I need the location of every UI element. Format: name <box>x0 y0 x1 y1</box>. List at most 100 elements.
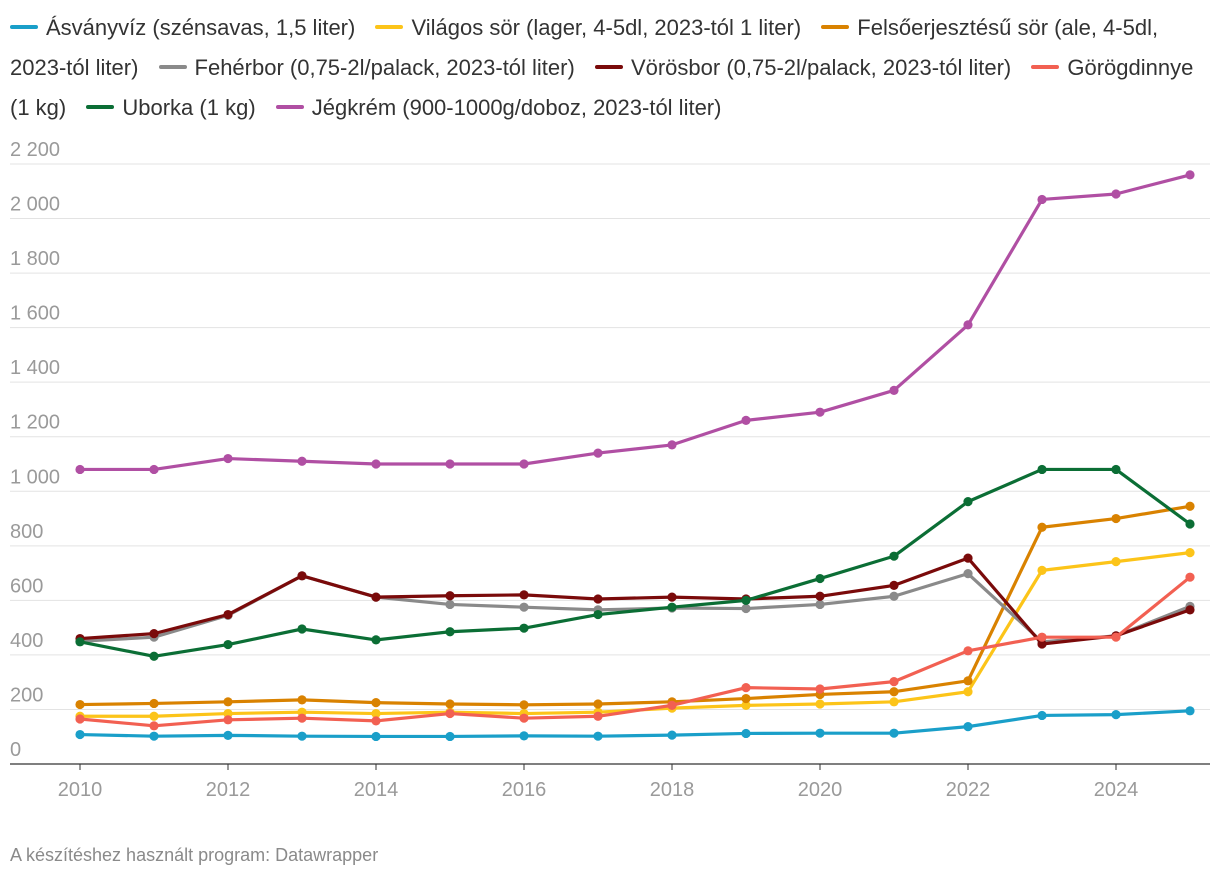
data-point <box>889 728 899 738</box>
data-point <box>519 623 529 633</box>
data-point <box>1111 710 1121 720</box>
legend-swatch <box>10 25 38 30</box>
y-tick-label: 2 200 <box>10 139 60 161</box>
series-line <box>78 709 1192 739</box>
series-7 <box>75 170 1195 475</box>
data-point <box>963 722 973 732</box>
data-point <box>889 551 899 561</box>
data-point <box>963 320 973 330</box>
data-point <box>445 731 455 742</box>
data-point <box>297 624 307 634</box>
data-point <box>297 731 307 741</box>
data-point <box>149 698 159 709</box>
data-point <box>149 731 159 741</box>
data-point <box>741 728 751 739</box>
data-point <box>519 731 529 741</box>
legend-item: Jégkrém (900-1000g/doboz, 2023-tól liter… <box>275 95 721 120</box>
legend-item: Görögdinnye (1 kg) <box>10 55 1193 120</box>
data-point <box>297 456 307 466</box>
data-point <box>593 711 603 721</box>
y-tick-label: 1 200 <box>10 412 60 434</box>
data-point <box>223 609 233 620</box>
data-point <box>445 591 455 601</box>
y-tick-label: 800 <box>10 521 43 543</box>
data-point <box>371 592 381 602</box>
y-tick-label: 1 400 <box>10 357 60 379</box>
data-point <box>963 646 973 656</box>
data-point <box>223 453 233 464</box>
data-point <box>149 464 159 475</box>
data-point <box>667 592 677 602</box>
y-tick-label: 1 000 <box>10 466 60 488</box>
data-point <box>223 715 233 725</box>
data-point <box>667 730 677 740</box>
data-point <box>741 415 751 425</box>
data-point <box>371 459 381 469</box>
y-axis-ticks: 0 200 400 600 800 1 000 1 200 1 400 1 600 1 800 2 … <box>10 139 60 761</box>
data-point <box>1037 639 1047 649</box>
legend-label: Fehérbor (0,75-2l/palack, 2023-tól liter… <box>194 55 575 80</box>
series-5 <box>75 572 1195 731</box>
data-point <box>223 697 233 707</box>
data-point <box>1037 522 1047 532</box>
data-point <box>963 676 973 686</box>
x-tick-label: 2018 <box>650 779 695 801</box>
grid-lines <box>10 163 1210 765</box>
legend-item: Világos sör (lager, 4-5dl, 2023-tól 1 li… <box>375 15 801 40</box>
series-line <box>78 173 1192 472</box>
series-2 <box>75 501 1195 710</box>
data-point <box>815 728 825 738</box>
data-point <box>519 700 529 710</box>
series-line <box>78 467 1192 658</box>
data-point <box>815 573 825 584</box>
legend-label: Ásványvíz (szénsavas, 1,5 liter) <box>46 15 356 40</box>
data-point <box>519 602 529 612</box>
data-point <box>963 569 973 579</box>
data-point <box>963 687 973 697</box>
data-point <box>445 459 455 469</box>
legend-swatch <box>375 25 404 30</box>
data-point <box>815 599 825 610</box>
data-point <box>815 699 825 709</box>
data-point <box>1185 519 1195 529</box>
data-point <box>1185 572 1195 582</box>
y-tick-label: 400 <box>10 630 43 652</box>
y-tick-label: 1 800 <box>10 248 60 270</box>
data-point <box>815 684 825 694</box>
data-point <box>889 687 899 697</box>
data-point <box>1185 170 1195 180</box>
series-line <box>78 504 1192 707</box>
series-6 <box>75 464 1195 661</box>
legend-swatch <box>275 105 304 110</box>
legend-label: Görögdinnye (1 kg) <box>10 55 1194 120</box>
legend-item: Vörösbor (0,75-2l/palack, 2023-tól liter… <box>594 55 1011 80</box>
data-point <box>1037 565 1047 575</box>
data-point <box>1037 632 1047 642</box>
legend-swatch <box>1031 65 1060 70</box>
data-point <box>593 731 603 741</box>
data-point <box>815 407 825 417</box>
legend-swatch <box>821 25 850 30</box>
data-point <box>519 590 529 600</box>
legend-label: Világos sör (lager, 4-5dl, 2023-tól 1 li… <box>411 15 802 40</box>
x-tick-label: 2012 <box>206 779 251 801</box>
legend-item: Fehérbor (0,75-2l/palack, 2023-tól liter… <box>158 55 575 80</box>
legend-label: Felsőerjesztésű sör (ale, 4-5dl, 2023-tó… <box>10 15 1159 80</box>
legend-label: Uborka (1 kg) <box>122 95 256 120</box>
data-point <box>371 698 381 708</box>
legend-swatch <box>158 65 187 70</box>
data-point <box>371 716 381 726</box>
data-point <box>1185 605 1195 615</box>
data-point <box>889 591 899 601</box>
legend-swatch <box>594 65 623 70</box>
data-point <box>889 385 899 395</box>
data-point <box>1037 710 1047 721</box>
data-point <box>593 609 603 620</box>
data-point <box>741 700 751 710</box>
data-point <box>1037 464 1047 475</box>
data-point <box>963 553 973 563</box>
x-tick-label: 2022 <box>946 779 991 801</box>
data-point <box>75 714 85 724</box>
data-point <box>963 497 973 507</box>
